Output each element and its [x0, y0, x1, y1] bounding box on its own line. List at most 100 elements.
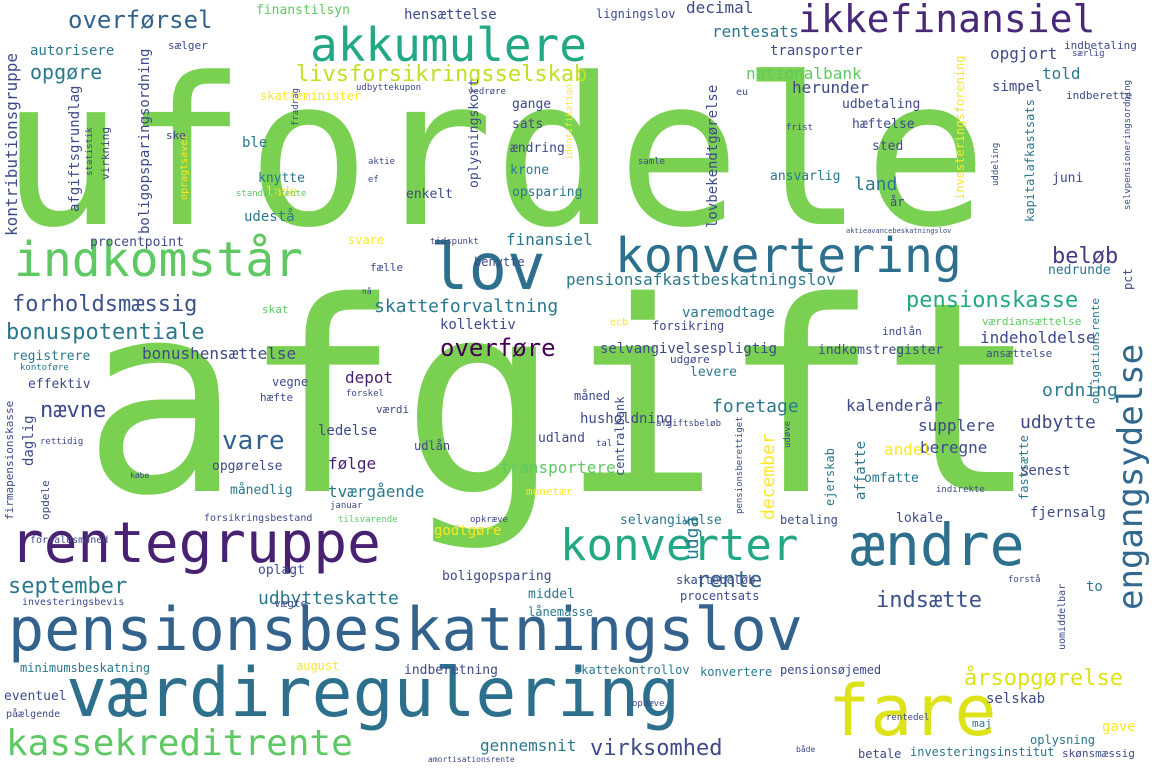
word-husholdning: husholdning: [580, 411, 673, 427]
word-boligopsparing: boligopsparing: [442, 569, 552, 584]
word-vaegte: vægte: [274, 597, 308, 610]
word-foelge: følge: [328, 454, 377, 473]
word-boligopsparingsordning: boligopsparingsordning: [137, 48, 153, 234]
word-varemodtage: varemodtage: [682, 305, 775, 321]
word-vaerdiansaettelse: værdiansættelse: [982, 315, 1082, 328]
word-skattekontrollov: skattekontrollov: [574, 663, 690, 677]
word-bonuspotentiale: bonuspotentiale: [6, 320, 205, 345]
word-udland: udland: [538, 431, 585, 446]
word-betaling: betaling: [780, 513, 838, 527]
word-obligationsrente: obligationsrente: [1089, 298, 1102, 404]
word-gange: gange: [512, 97, 552, 112]
word-tidspunkt: tidspunkt: [430, 237, 479, 247]
word-samle: samle: [638, 157, 666, 167]
word-konvertere: konvertere: [700, 665, 773, 679]
word-frist: frist: [786, 123, 814, 133]
word-daglig: daglig: [21, 415, 37, 466]
word-betale: betale: [858, 747, 902, 761]
word-centralbank: centralbank: [613, 396, 627, 476]
word-saerlig: særlig: [1072, 49, 1105, 59]
word-monetaer: monetær: [526, 485, 573, 498]
word-overfoersel: overførsel: [68, 6, 213, 34]
word-autorisere: autorisere: [30, 43, 115, 59]
word-opragtsaver: opragtsaver: [179, 133, 190, 200]
word-vaerdiregulering: værdiregulering: [66, 654, 681, 733]
word-aar: år: [890, 195, 905, 209]
word-affatte: affatte: [853, 440, 869, 500]
word-livsforsikringsselskab: livsforsikringsselskab: [296, 62, 588, 87]
word-oplagt: oplagt: [258, 563, 305, 578]
word-juni: juni: [1052, 171, 1084, 186]
word-ledelse: ledelse: [318, 423, 378, 439]
word-tal: tal: [596, 439, 613, 449]
word-maanedlig: månedlig: [230, 483, 293, 498]
word-kontofoere: kontoføre: [20, 363, 69, 373]
word-nationalbank: nationalbank: [746, 64, 862, 83]
word-enkelt: enkelt: [406, 187, 453, 202]
word-fjernsalg: fjernsalg: [1030, 505, 1106, 521]
word-uomiddelbar: uomiddelbar: [1057, 583, 1068, 650]
word-konvertering: konvertering: [615, 228, 962, 284]
word-rente: rente: [696, 568, 763, 593]
word-registrere: registrere: [12, 349, 91, 364]
word-aendring: ændring: [510, 141, 565, 156]
word-baade: både: [796, 745, 816, 754]
word-investeringsforening: investeringsforening: [953, 55, 967, 201]
word-haefte: hæfte: [260, 391, 294, 404]
word-beloeb: beløb: [1052, 244, 1119, 269]
word-investeringsinstitut: investeringsinstitut: [910, 745, 1055, 759]
word-gennemsnit: gennemsnit: [480, 736, 577, 755]
word-indberetning: indberetning: [404, 663, 498, 678]
word-pct: pct: [1121, 268, 1135, 290]
word-afgiftsgrundlag: afgiftsgrundlag: [67, 85, 83, 212]
word-udgoere: udgøre: [670, 353, 710, 366]
word-finanstilsyn: finanstilsyn: [256, 3, 350, 18]
word-faelle: fælle: [370, 261, 404, 274]
word-pensionsbeskatningslov: pensionsbeskatningslov: [8, 595, 803, 665]
word-krone: krone: [510, 163, 550, 178]
word-kapitalafkastsats: kapitalafkastsats: [1023, 99, 1037, 222]
word-udestaa: udestå: [244, 209, 295, 225]
word-haeftelse: hæftelse: [852, 117, 915, 132]
word-sted: sted: [872, 139, 904, 154]
word-ecb: ecb: [610, 317, 629, 328]
word-overfoere: overføre: [440, 334, 556, 362]
word-finansiel: finansiel: [506, 230, 593, 249]
word-skatteforvaltning: skatteforvaltning: [374, 296, 559, 317]
word-naa: nå: [362, 287, 372, 296]
word-udbytteskatte: udbytteskatte: [258, 588, 399, 609]
word-rentedel: rentedel: [886, 713, 930, 723]
word-nedrunde: nedrunde: [1048, 263, 1111, 278]
word-selvpensioneringsordning: selvpensioneringsordning: [1123, 79, 1133, 210]
word-eu: eu: [736, 87, 749, 98]
word-forstaa: forstå: [1008, 575, 1041, 585]
word-ble: ble: [242, 135, 268, 151]
word-forsikringsbestand: forsikringsbestand: [204, 513, 313, 524]
word-skoensmaessig: skønsmæssig: [1062, 747, 1135, 760]
word-udgaa: ordning: [1042, 380, 1118, 401]
word-skatteminister: skatteminister: [260, 89, 362, 103]
word-afgift: afgift: [82, 246, 1040, 554]
word-beregne: beregne: [920, 438, 988, 457]
word-decimal: decimal: [686, 0, 754, 17]
word-effektiv: effektiv: [28, 377, 91, 392]
word-tilsvarende: tilsvarende: [338, 515, 398, 525]
word-vegne: vegne: [272, 375, 309, 389]
word-naevne: nævne: [40, 398, 107, 423]
word-ejerskab: ejerskab: [823, 448, 837, 506]
word-ef: ef: [368, 175, 379, 185]
word-svare: svare: [348, 233, 385, 247]
word-skat: skat: [262, 303, 289, 316]
word-uddeling: uddeling: [991, 142, 1001, 186]
word-lovbekendtgoerelse: lovbekendtgørelse: [705, 84, 721, 228]
word-sats: sats: [512, 117, 544, 132]
word-minimumsbeskatning: minimumsbeskatning: [20, 661, 151, 675]
word-vare: vare: [222, 426, 285, 456]
word-senest: senest: [1020, 463, 1071, 479]
word-indkomstregister: indkomstregister: [818, 343, 944, 358]
word-indberette: indberette: [1066, 89, 1133, 102]
word-ligningslov: ligningslov: [596, 7, 676, 21]
word-selvangivelsespligtig: selvangivelsespligtig: [600, 341, 778, 357]
word-aktieavancebeskatningslov: aktieavancebeskatningslov: [846, 227, 952, 235]
